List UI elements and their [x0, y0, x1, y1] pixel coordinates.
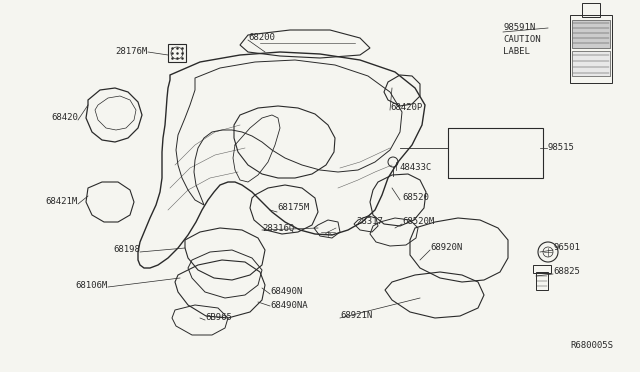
- Bar: [582, 3, 600, 17]
- Text: 28316Q: 28316Q: [262, 224, 294, 232]
- Text: R680005S: R680005S: [570, 340, 613, 350]
- Text: 68520: 68520: [402, 193, 429, 202]
- Text: 68420: 68420: [51, 113, 78, 122]
- Text: 96501: 96501: [553, 244, 580, 253]
- Bar: [448, 128, 543, 178]
- Text: 68200: 68200: [248, 33, 275, 42]
- Text: 68825: 68825: [553, 267, 580, 276]
- Text: CAUTION: CAUTION: [503, 35, 541, 45]
- Text: 68921N: 68921N: [340, 311, 372, 320]
- Text: 48433C: 48433C: [399, 164, 431, 173]
- Bar: [572, 20, 610, 48]
- Bar: [570, 15, 612, 83]
- Text: LABEL: LABEL: [503, 48, 530, 57]
- Text: 28317: 28317: [356, 218, 383, 227]
- Text: 98515: 98515: [547, 144, 574, 153]
- Bar: [168, 44, 186, 62]
- Text: 68420P: 68420P: [390, 103, 422, 112]
- Bar: [536, 272, 548, 290]
- Bar: [533, 265, 551, 273]
- Text: 6B965: 6B965: [205, 314, 232, 323]
- Text: 68920N: 68920N: [430, 244, 462, 253]
- Text: 68198: 68198: [113, 246, 140, 254]
- Text: 28176M: 28176M: [116, 48, 148, 57]
- Bar: [572, 51, 610, 76]
- Text: 68490NA: 68490NA: [270, 301, 308, 310]
- Text: 68490N: 68490N: [270, 288, 302, 296]
- Text: 68520M: 68520M: [402, 218, 435, 227]
- Text: 68175M: 68175M: [277, 203, 309, 212]
- Text: 98591N: 98591N: [503, 23, 535, 32]
- Text: 68421M: 68421M: [45, 198, 78, 206]
- Text: 68106M: 68106M: [76, 280, 108, 289]
